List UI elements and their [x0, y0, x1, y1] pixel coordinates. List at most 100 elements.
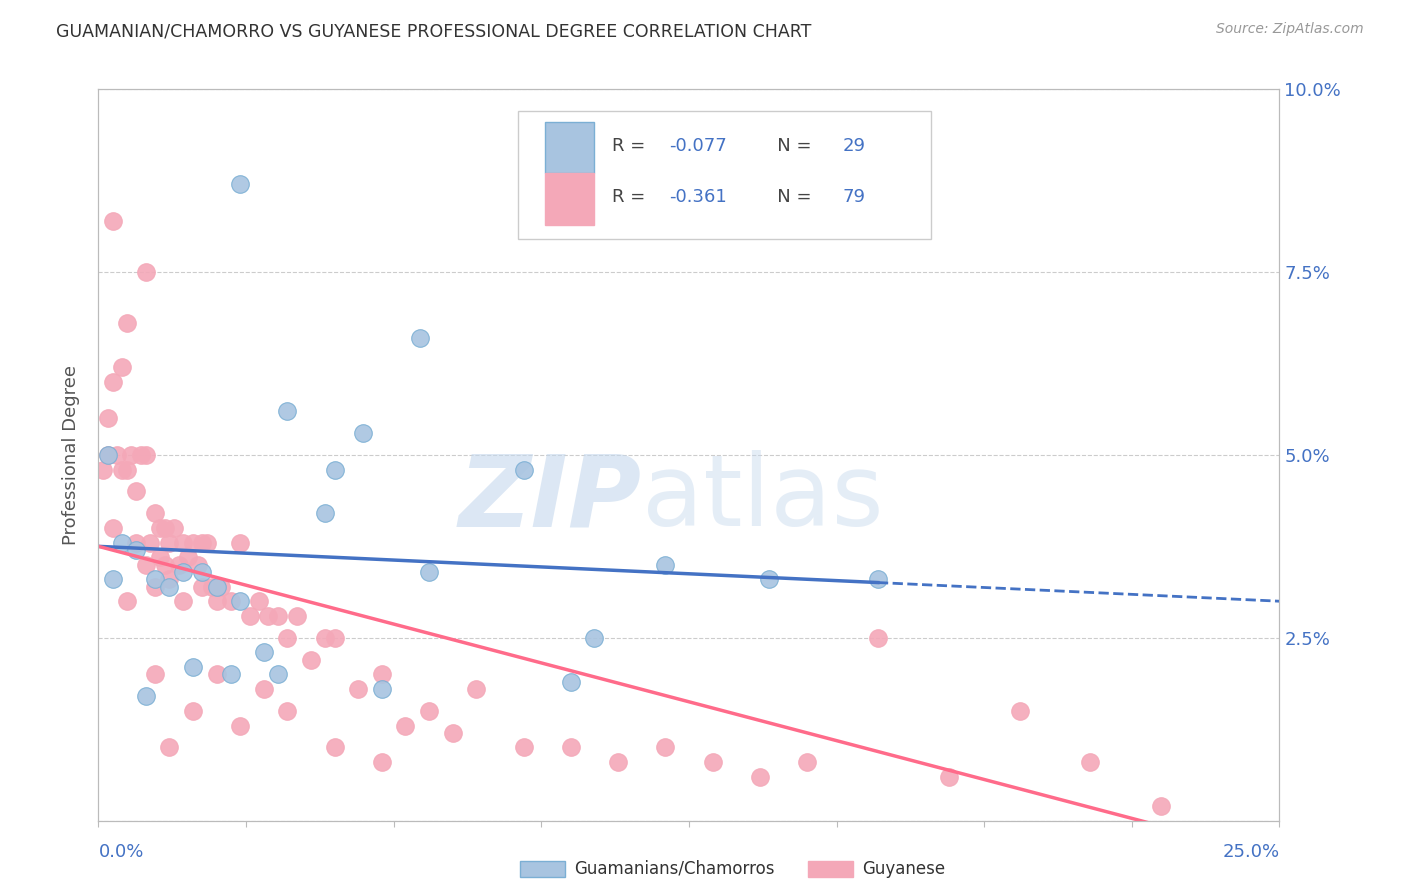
Point	[1008, 704, 1031, 718]
Point	[560, 740, 582, 755]
Point	[125, 535, 148, 549]
Text: 79: 79	[842, 188, 866, 206]
Point	[314, 631, 336, 645]
Point	[441, 726, 464, 740]
Point	[172, 594, 194, 608]
Point	[135, 690, 157, 704]
Point	[157, 572, 180, 586]
Point	[157, 580, 180, 594]
Point	[257, 608, 280, 623]
Point	[149, 521, 172, 535]
Point	[115, 316, 138, 330]
Point	[157, 740, 180, 755]
Point	[97, 448, 120, 462]
Point	[247, 594, 270, 608]
Text: -0.361: -0.361	[669, 188, 727, 206]
Point	[276, 704, 298, 718]
Text: Source: ZipAtlas.com: Source: ZipAtlas.com	[1216, 22, 1364, 37]
FancyBboxPatch shape	[546, 122, 595, 173]
Point	[1150, 799, 1173, 814]
Point	[229, 535, 252, 549]
Text: 29: 29	[842, 137, 866, 155]
Point	[115, 462, 138, 476]
Point	[115, 594, 138, 608]
Point	[129, 448, 152, 462]
Point	[394, 718, 416, 732]
Point	[323, 462, 346, 476]
Point	[143, 572, 166, 586]
Text: ZIP: ZIP	[458, 450, 641, 548]
Point	[229, 718, 252, 732]
Point	[97, 448, 120, 462]
Point	[512, 462, 534, 476]
Point	[125, 484, 148, 499]
Point	[135, 558, 157, 572]
Point	[157, 535, 180, 549]
FancyBboxPatch shape	[546, 173, 595, 225]
Point	[229, 178, 252, 192]
Point	[101, 572, 124, 586]
Point	[181, 704, 204, 718]
Point	[205, 580, 228, 594]
Point	[1080, 755, 1102, 769]
Text: Guamanians/Chamorros: Guamanians/Chamorros	[574, 860, 775, 878]
Text: R =: R =	[612, 137, 651, 155]
Point	[276, 404, 298, 418]
Point	[314, 507, 336, 521]
Point	[191, 535, 214, 549]
Point	[135, 448, 157, 462]
FancyBboxPatch shape	[517, 112, 931, 239]
Point	[139, 535, 162, 549]
Point	[191, 580, 214, 594]
Point	[101, 214, 124, 228]
Text: 25.0%: 25.0%	[1222, 843, 1279, 861]
Point	[796, 755, 818, 769]
Point	[149, 550, 172, 565]
Point	[748, 770, 770, 784]
Text: 0.0%: 0.0%	[98, 843, 143, 861]
Point	[323, 631, 346, 645]
Point	[866, 572, 889, 586]
Point	[654, 740, 676, 755]
Point	[209, 580, 232, 594]
Text: GUAMANIAN/CHAMORRO VS GUYANESE PROFESSIONAL DEGREE CORRELATION CHART: GUAMANIAN/CHAMORRO VS GUYANESE PROFESSIO…	[56, 22, 811, 40]
Point	[97, 411, 120, 425]
Point	[347, 681, 370, 696]
Point	[205, 594, 228, 608]
Point	[163, 521, 186, 535]
Point	[111, 535, 134, 549]
Point	[560, 674, 582, 689]
Point	[191, 565, 214, 579]
Text: R =: R =	[612, 188, 651, 206]
Point	[153, 558, 176, 572]
Point	[267, 667, 290, 681]
Point	[229, 594, 252, 608]
Point	[299, 653, 322, 667]
Point	[181, 660, 204, 674]
Text: Guyanese: Guyanese	[862, 860, 945, 878]
Point	[143, 580, 166, 594]
Point	[195, 535, 218, 549]
Point	[654, 558, 676, 572]
Point	[285, 608, 308, 623]
Point	[253, 645, 276, 659]
Point	[866, 631, 889, 645]
Point	[187, 558, 209, 572]
Point	[111, 360, 134, 375]
Point	[101, 521, 124, 535]
Text: atlas: atlas	[641, 450, 883, 548]
Point	[371, 681, 394, 696]
Point	[418, 704, 440, 718]
Point	[167, 558, 190, 572]
Text: N =: N =	[759, 137, 817, 155]
Y-axis label: Professional Degree: Professional Degree	[62, 365, 80, 545]
Point	[239, 608, 262, 623]
Point	[267, 608, 290, 623]
Point	[201, 580, 224, 594]
Point	[205, 667, 228, 681]
Point	[172, 535, 194, 549]
Point	[181, 535, 204, 549]
Point	[371, 755, 394, 769]
Point	[135, 265, 157, 279]
Point	[172, 565, 194, 579]
